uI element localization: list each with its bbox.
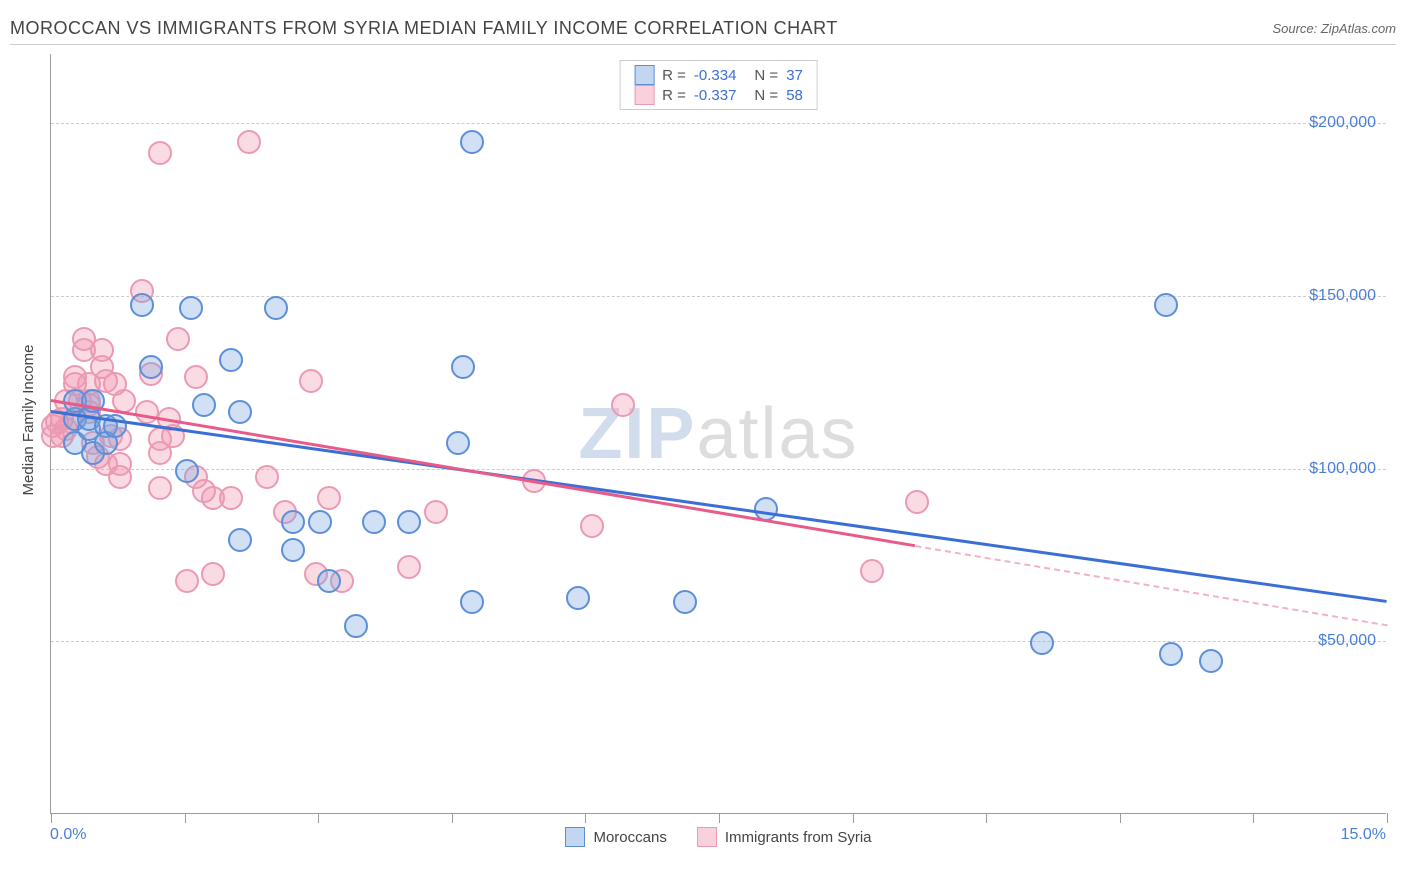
- x-tick: [185, 813, 186, 823]
- n-value-moroccans: 37: [786, 67, 803, 84]
- y-tick-label: $100,000: [1309, 460, 1376, 478]
- n-label: N =: [754, 87, 778, 104]
- scatter-point-syria: [108, 465, 132, 489]
- scatter-plot-area: ZIPatlas R = -0.334 N = 37 R = -0.337 N …: [50, 54, 1386, 814]
- x-tick: [1120, 813, 1121, 823]
- scatter-point-syria: [237, 130, 261, 154]
- y-tick-label: $150,000: [1309, 287, 1376, 305]
- y-tick-label: $200,000: [1309, 114, 1376, 132]
- x-tick: [986, 813, 987, 823]
- scatter-point-moroccans: [175, 459, 199, 483]
- r-value-syria: -0.337: [694, 87, 737, 104]
- y-tick-label: $50,000: [1318, 632, 1376, 650]
- scatter-point-moroccans: [460, 590, 484, 614]
- gridline-h: [51, 641, 1386, 642]
- scatter-point-moroccans: [179, 296, 203, 320]
- scatter-point-syria: [905, 490, 929, 514]
- x-tick: [719, 813, 720, 823]
- scatter-point-moroccans: [219, 348, 243, 372]
- correlation-legend: R = -0.334 N = 37 R = -0.337 N = 58: [619, 60, 818, 110]
- x-tick: [318, 813, 319, 823]
- scatter-point-moroccans: [192, 393, 216, 417]
- watermark-atlas: atlas: [696, 394, 858, 474]
- scatter-point-moroccans: [397, 510, 421, 534]
- x-axis-label-max: 15.0%: [1341, 826, 1386, 844]
- x-tick: [585, 813, 586, 823]
- legend-row-syria: R = -0.337 N = 58: [634, 85, 803, 105]
- legend-label-syria: Immigrants from Syria: [725, 829, 872, 846]
- gridline-h: [51, 296, 1386, 297]
- swatch-blue-icon: [565, 827, 585, 847]
- scatter-point-syria: [860, 559, 884, 583]
- scatter-point-moroccans: [228, 528, 252, 552]
- chart-title: MOROCCAN VS IMMIGRANTS FROM SYRIA MEDIAN…: [10, 18, 838, 39]
- scatter-point-moroccans: [446, 431, 470, 455]
- x-tick: [1387, 813, 1388, 823]
- scatter-point-syria: [148, 141, 172, 165]
- scatter-point-syria: [580, 514, 604, 538]
- scatter-point-moroccans: [264, 296, 288, 320]
- x-tick: [853, 813, 854, 823]
- trend-line-syria-extrapolated: [915, 545, 1388, 629]
- scatter-point-syria: [166, 327, 190, 351]
- gridline-h: [51, 469, 1386, 470]
- scatter-point-syria: [201, 562, 225, 586]
- legend-row-moroccans: R = -0.334 N = 37: [634, 65, 803, 85]
- scatter-point-syria: [317, 486, 341, 510]
- scatter-point-moroccans: [460, 130, 484, 154]
- gridline-h: [51, 123, 1386, 124]
- n-value-syria: 58: [786, 87, 803, 104]
- scatter-point-moroccans: [451, 355, 475, 379]
- scatter-point-moroccans: [317, 569, 341, 593]
- swatch-pink-icon: [634, 85, 654, 105]
- scatter-point-moroccans: [1030, 631, 1054, 655]
- header-divider: [10, 44, 1396, 45]
- scatter-point-syria: [148, 476, 172, 500]
- r-value-moroccans: -0.334: [694, 67, 737, 84]
- x-tick: [452, 813, 453, 823]
- scatter-point-moroccans: [130, 293, 154, 317]
- x-axis-label-min: 0.0%: [50, 826, 86, 844]
- scatter-point-moroccans: [308, 510, 332, 534]
- scatter-point-syria: [397, 555, 421, 579]
- y-axis-label: Median Family Income: [20, 345, 37, 496]
- scatter-point-moroccans: [1159, 642, 1183, 666]
- scatter-point-syria: [184, 365, 208, 389]
- scatter-point-syria: [611, 393, 635, 417]
- r-label: R =: [662, 67, 686, 84]
- chart-source: Source: ZipAtlas.com: [1272, 21, 1396, 36]
- scatter-point-moroccans: [673, 590, 697, 614]
- x-tick: [51, 813, 52, 823]
- scatter-point-syria: [424, 500, 448, 524]
- legend-label-moroccans: Moroccans: [593, 829, 666, 846]
- legend-item-moroccans: Moroccans: [565, 827, 666, 847]
- scatter-point-syria: [255, 465, 279, 489]
- scatter-point-syria: [175, 569, 199, 593]
- scatter-point-syria: [299, 369, 323, 393]
- scatter-point-moroccans: [281, 510, 305, 534]
- swatch-pink-icon: [697, 827, 717, 847]
- scatter-point-moroccans: [1154, 293, 1178, 317]
- scatter-point-moroccans: [566, 586, 590, 610]
- x-tick: [1253, 813, 1254, 823]
- trend-line-moroccans: [51, 410, 1387, 602]
- scatter-point-moroccans: [228, 400, 252, 424]
- scatter-point-moroccans: [139, 355, 163, 379]
- scatter-point-moroccans: [1199, 649, 1223, 673]
- swatch-blue-icon: [634, 65, 654, 85]
- scatter-point-moroccans: [281, 538, 305, 562]
- series-legend: Moroccans Immigrants from Syria: [51, 827, 1386, 847]
- watermark-zip: ZIP: [578, 394, 696, 474]
- legend-item-syria: Immigrants from Syria: [697, 827, 872, 847]
- scatter-point-moroccans: [362, 510, 386, 534]
- n-label: N =: [754, 67, 778, 84]
- scatter-point-moroccans: [344, 614, 368, 638]
- scatter-point-syria: [135, 400, 159, 424]
- scatter-point-syria: [219, 486, 243, 510]
- r-label: R =: [662, 87, 686, 104]
